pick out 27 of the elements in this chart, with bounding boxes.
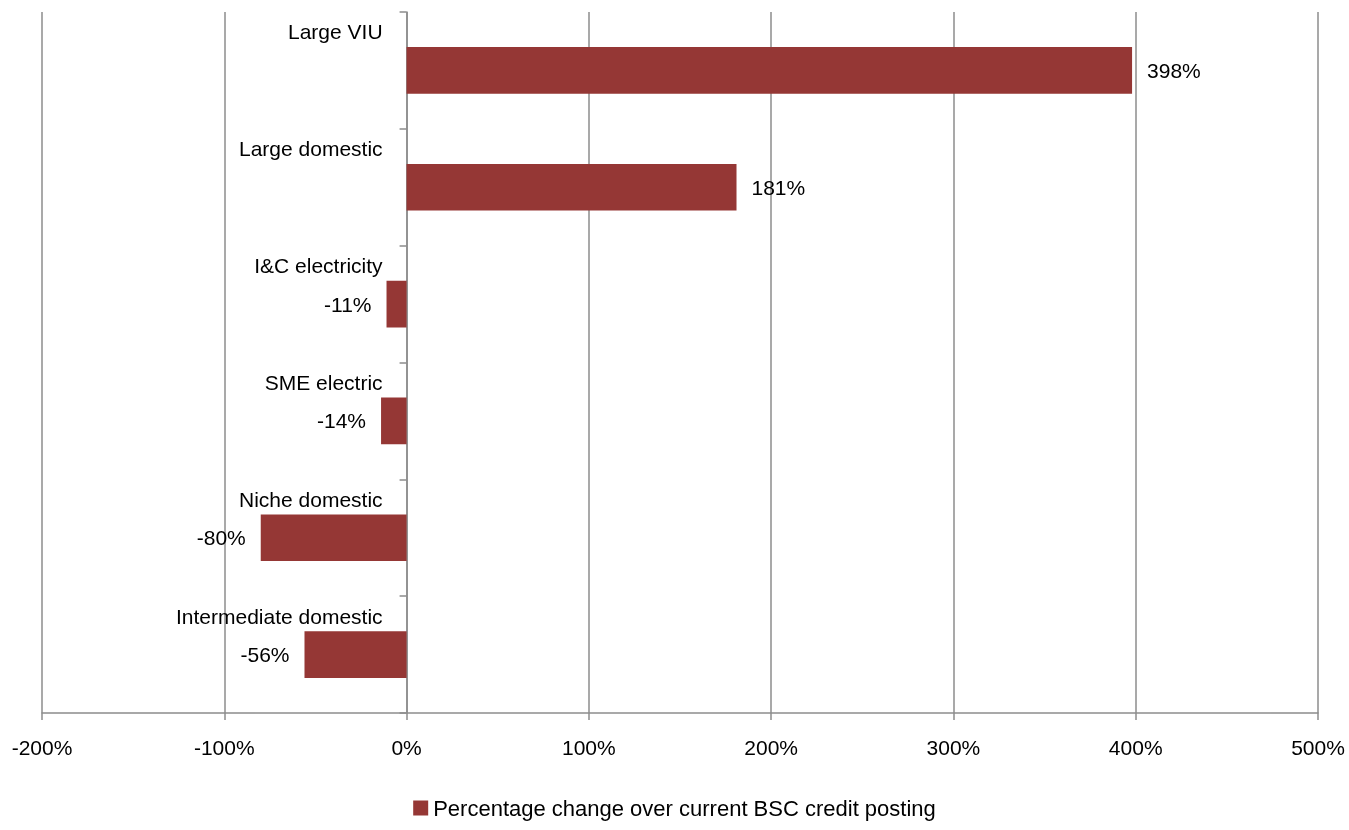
bar: [386, 280, 407, 328]
bar: [406, 47, 1133, 94]
y-tick-label: Niche domestic: [239, 487, 383, 511]
x-tick-label: 100%: [562, 736, 616, 759]
x-tick-label: 300%: [926, 736, 981, 759]
x-tick-label: -200%: [11, 736, 73, 759]
x-tick-label: -100%: [193, 736, 255, 759]
data-label: 398%: [1147, 58, 1201, 82]
bar: [381, 397, 407, 445]
y-tick-label: I&C electricity: [254, 254, 384, 278]
x-tick-label: 0%: [391, 736, 422, 759]
data-label: -11%: [324, 292, 372, 316]
data-label: -56%: [240, 643, 290, 667]
data-label: -80%: [196, 526, 246, 550]
bar: [260, 514, 407, 562]
x-tick-label: 500%: [1291, 736, 1345, 759]
x-tick-label: 200%: [744, 736, 798, 759]
bar: [304, 631, 407, 678]
y-tick-label: Large domestic: [238, 137, 383, 161]
legend-label: Percentage change over current BSC credit posting: [433, 795, 936, 821]
y-tick-label: Intermediate domestic: [175, 604, 383, 628]
data-label: -14%: [317, 409, 367, 433]
y-tick-label: Large VIU: [288, 20, 383, 44]
data-label: 181%: [751, 175, 806, 199]
x-tick-label: 400%: [1108, 736, 1163, 759]
bar: [406, 163, 737, 211]
y-tick-label: SME electric: [264, 370, 383, 394]
